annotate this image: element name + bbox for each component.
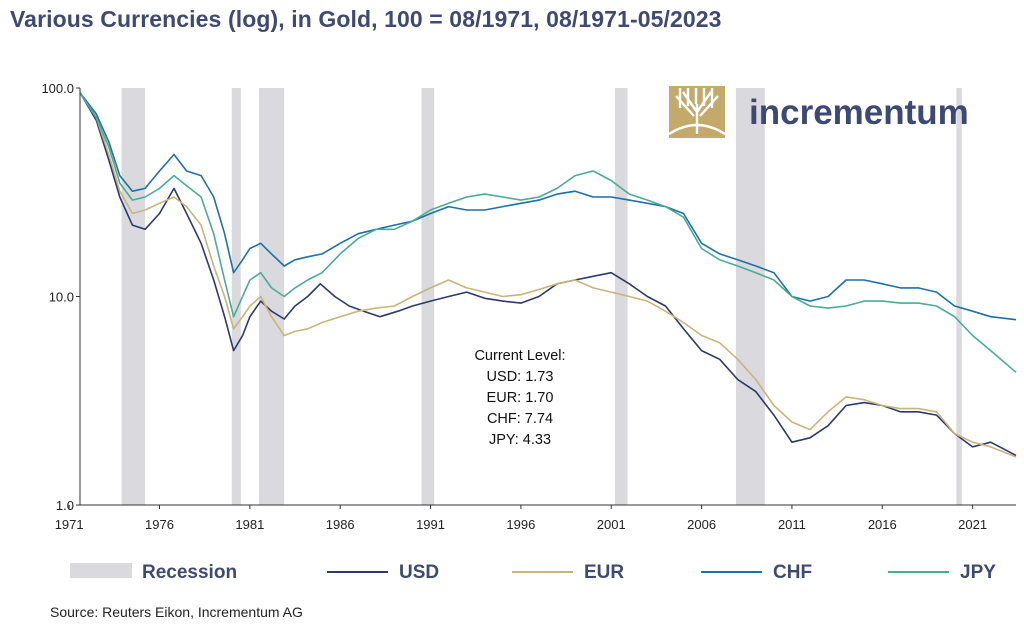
recession-band [231,88,241,505]
legend-label-recession: Recession [142,562,237,583]
x-tick-label: 1971 [55,517,84,532]
brand-name: incrementum [749,93,969,132]
series-lines [79,92,1017,458]
x-tick-label: 1996 [506,517,535,532]
y-tick-label: 100.0 [41,81,74,96]
x-tick-label: 2001 [597,517,626,532]
series-line-chf [79,92,1017,321]
incrementum-logo: incrementum [668,86,969,138]
annotation-line: CHF: 7.74 [487,411,553,427]
x-tick-label: 2016 [868,517,897,532]
x-tick-label: 1981 [235,517,264,532]
recession-band [614,88,628,505]
recession-band [121,88,146,505]
recession-band [258,88,285,505]
series-line-jpy [79,92,1017,373]
legend-label-eur: EUR [584,562,624,583]
x-tick-label: 2006 [687,517,716,532]
legend-label-jpy: JPY [960,562,996,583]
annotation-line: Current Level: [474,348,565,364]
recession-band [421,88,435,505]
annotation-line: USD: 1.73 [487,369,554,385]
legend-swatch-recession [70,563,132,578]
recession-band [735,88,765,505]
series-line-eur [79,92,1017,458]
y-tick-label: 1.0 [56,498,74,513]
chart-title: Various Currencies (log), in Gold, 100 =… [10,6,722,32]
x-tick-label: 2011 [778,517,806,532]
y-tick-label: 10.0 [49,290,74,305]
x-tick-label: 1976 [145,517,174,532]
legend-label-usd: USD [399,562,439,583]
x-tick-label: 2021 [958,517,987,532]
current-level-annotation: Current Level: USD: 1.73 EUR: 1.70 CHF: … [474,348,565,448]
legend-label-chf: CHF [773,562,812,583]
tree-logo-icon [668,86,726,138]
recession-bands [121,88,962,505]
axes: 1.0 10.0 100.0 1971 1976 1981 1986 1991 1996 2001… [41,81,1016,532]
x-tick-label: 1986 [326,517,355,532]
annotation-line: EUR: 1.70 [487,390,554,406]
legend: Recession USD EUR CHF JPY [70,562,996,583]
source-note: Source: Reuters Eikon, Incrementum AG [50,604,303,620]
series-line-usd [79,92,1017,457]
x-tick-label: 1991 [416,517,445,532]
recession-band [956,88,962,505]
annotation-line: JPY: 4.33 [489,432,551,448]
